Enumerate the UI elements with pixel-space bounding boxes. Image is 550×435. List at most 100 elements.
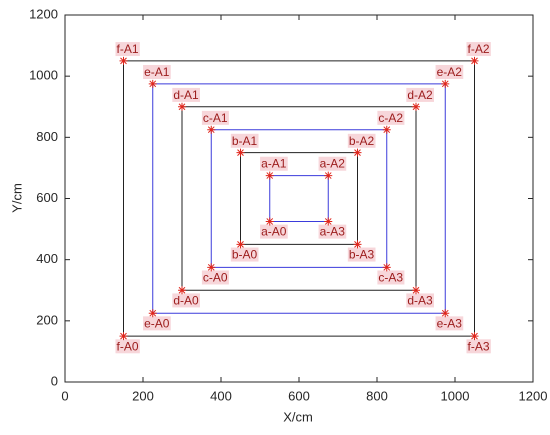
- label-background: [115, 42, 140, 57]
- label-group: e-A3: [435, 316, 464, 331]
- marker: [470, 332, 479, 341]
- y-tick-label: 1200: [29, 6, 58, 21]
- point-label: d-A3: [407, 293, 433, 307]
- label-background: [347, 133, 376, 148]
- label-background: [406, 293, 434, 308]
- point-label: e-A0: [144, 316, 170, 330]
- marker: [178, 102, 186, 111]
- label-group: f-A0: [115, 339, 140, 354]
- rectangle-path: [181, 106, 417, 291]
- y-tick-label: 400: [36, 251, 58, 266]
- label-background: [466, 42, 491, 57]
- label-group: d-A2: [406, 87, 434, 102]
- point-label: c-A1: [203, 111, 228, 125]
- label-group: b-A2: [347, 133, 376, 148]
- label-group: a-A0: [260, 224, 288, 239]
- point-label: e-A1: [144, 65, 170, 79]
- label-group: c-A3: [377, 270, 405, 285]
- label-background: [318, 224, 347, 239]
- marker: [353, 148, 362, 157]
- label-group: b-A1: [230, 133, 259, 148]
- point-label: b-A3: [349, 248, 375, 262]
- point-label: a-A0: [261, 225, 287, 239]
- label-background: [406, 87, 434, 102]
- point-label: d-A2: [407, 88, 433, 102]
- point-label: b-A0: [232, 248, 258, 262]
- label-group: c-A0: [201, 270, 229, 285]
- marker: [207, 263, 216, 272]
- label-group: e-A2: [435, 64, 464, 79]
- marker: [412, 102, 420, 111]
- x-tick-label: 1200: [519, 388, 548, 403]
- label-group: e-A0: [143, 316, 171, 331]
- marker: [148, 309, 157, 318]
- marker: [178, 286, 186, 295]
- label-background: [435, 316, 464, 331]
- point-label: a-A2: [320, 157, 346, 171]
- point-label: d-A1: [173, 88, 199, 102]
- y-tick-label: 0: [51, 373, 58, 388]
- label-group: a-A1: [260, 156, 288, 171]
- x-axis-label: X/cm: [283, 409, 313, 424]
- marker: [382, 125, 391, 134]
- marker: [119, 332, 128, 341]
- marker: [119, 56, 128, 65]
- x-tick-label: 800: [366, 388, 388, 403]
- y-tick-label: 600: [36, 190, 58, 205]
- label-group: d-A3: [406, 293, 434, 308]
- y-tick-label: 200: [36, 312, 58, 327]
- point-label: f-A1: [116, 42, 138, 56]
- point-label: f-A2: [467, 42, 489, 56]
- label-group: c-A1: [201, 110, 229, 125]
- label-group: b-A3: [347, 247, 376, 262]
- marker: [265, 217, 274, 226]
- label-background: [115, 339, 140, 354]
- y-tick-label: 800: [36, 129, 58, 144]
- label-group: a-A2: [318, 156, 347, 171]
- point-label: f-A3: [467, 339, 489, 353]
- y-axis-label: Y/cm: [9, 183, 24, 213]
- rectangle-path: [269, 175, 329, 222]
- label-background: [230, 247, 259, 262]
- x-tick-label: 400: [210, 388, 232, 403]
- marker: [265, 171, 274, 180]
- label-background: [347, 247, 376, 262]
- label-background: [172, 87, 200, 102]
- point-label: c-A3: [378, 270, 403, 284]
- point-label: b-A2: [349, 134, 375, 148]
- label-background: [260, 156, 288, 171]
- label-group: c-A2: [377, 110, 405, 125]
- label-background: [172, 293, 200, 308]
- label-group: f-A3: [466, 339, 491, 354]
- x-tick-label: 1000: [441, 388, 470, 403]
- x-tick-label: 600: [288, 388, 310, 403]
- marker: [324, 171, 333, 180]
- marker: [441, 79, 450, 88]
- point-label: d-A0: [173, 293, 199, 307]
- marker: [470, 56, 479, 65]
- label-group: e-A1: [143, 64, 171, 79]
- label-group: f-A2: [466, 42, 491, 57]
- marker: [148, 79, 157, 88]
- marker: [324, 217, 333, 226]
- point-label: c-A0: [203, 270, 228, 284]
- point-label: c-A2: [378, 111, 403, 125]
- label-background: [318, 156, 347, 171]
- label-background: [260, 224, 288, 239]
- label-background: [435, 64, 464, 79]
- label-background: [201, 110, 229, 125]
- point-label: a-A3: [320, 225, 346, 239]
- label-background: [201, 270, 229, 285]
- x-tick-label: 200: [132, 388, 154, 403]
- label-group: d-A1: [172, 87, 200, 102]
- label-background: [377, 270, 405, 285]
- marker: [236, 240, 245, 249]
- y-tick-label: 1000: [29, 68, 58, 83]
- marker: [207, 125, 216, 134]
- marker: [382, 263, 391, 272]
- point-label: a-A1: [261, 157, 287, 171]
- label-background: [230, 133, 259, 148]
- label-group: f-A1: [115, 42, 140, 57]
- label-group: b-A0: [230, 247, 259, 262]
